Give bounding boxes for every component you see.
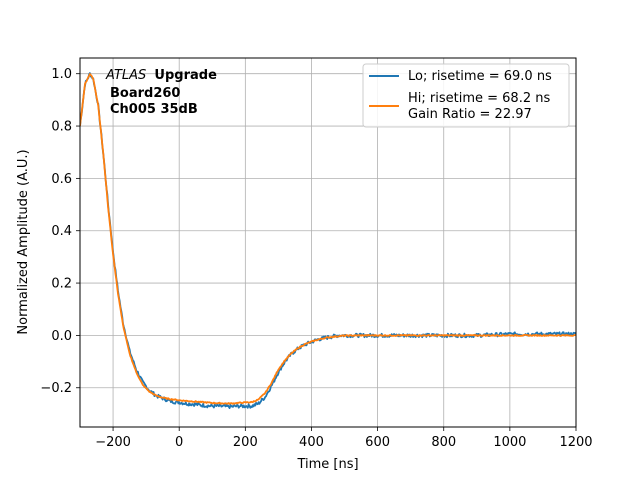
series-line-hi [80, 73, 576, 405]
plot-area-frame [79, 57, 577, 428]
annotation-channel: Ch005 35dB [110, 102, 198, 117]
annotation-board: Board260 [110, 86, 180, 101]
y-tick-label: 0.2 [51, 277, 72, 292]
y-tick-label: 1.0 [51, 67, 72, 82]
x-tick-label: 600 [365, 435, 390, 450]
svg-text:ATLAS Upgrade: ATLAS Upgrade [105, 68, 217, 83]
x-tick-label: 400 [299, 435, 324, 450]
legend-label-hi: Hi; risetime = 68.2 ns Gain Ratio = 22.9… [408, 91, 554, 122]
x-tick-label: −200 [95, 435, 131, 450]
y-tick-label: 0.8 [51, 120, 72, 135]
legend: Lo; risetime = 69.0 ns Hi; risetime = 68… [362, 63, 570, 128]
series-layer [80, 72, 576, 409]
y-axis-title: Normalized Amplitude (A.U.) [16, 149, 31, 334]
annotation-atlas: ATLAS [105, 68, 146, 83]
ticks: −200 0 200 400 600 800 1000 1200 −0.2 0.0 0.2 0.4 0.… [40, 67, 592, 450]
x-axis-title: Time [ns] [296, 457, 358, 472]
y-tick-label: 0.0 [51, 329, 72, 344]
atlas-annotation: ATLAS Upgrade Board260 Ch005 35dB [105, 68, 217, 117]
x-tick-label: 1000 [493, 435, 526, 450]
x-tick-label: 0 [175, 435, 183, 450]
legend-label-lo: Lo; risetime = 69.0 ns [408, 69, 552, 84]
y-tick-label: −0.2 [40, 381, 72, 396]
x-tick-label: 200 [233, 435, 258, 450]
annotation-upgrade: Upgrade [154, 68, 217, 83]
legend-frame [362, 63, 570, 128]
x-tick-label: 1200 [559, 435, 592, 450]
x-tick-label: 800 [431, 435, 456, 450]
y-tick-label: 0.6 [51, 172, 72, 187]
y-tick-label: 0.4 [51, 224, 72, 239]
